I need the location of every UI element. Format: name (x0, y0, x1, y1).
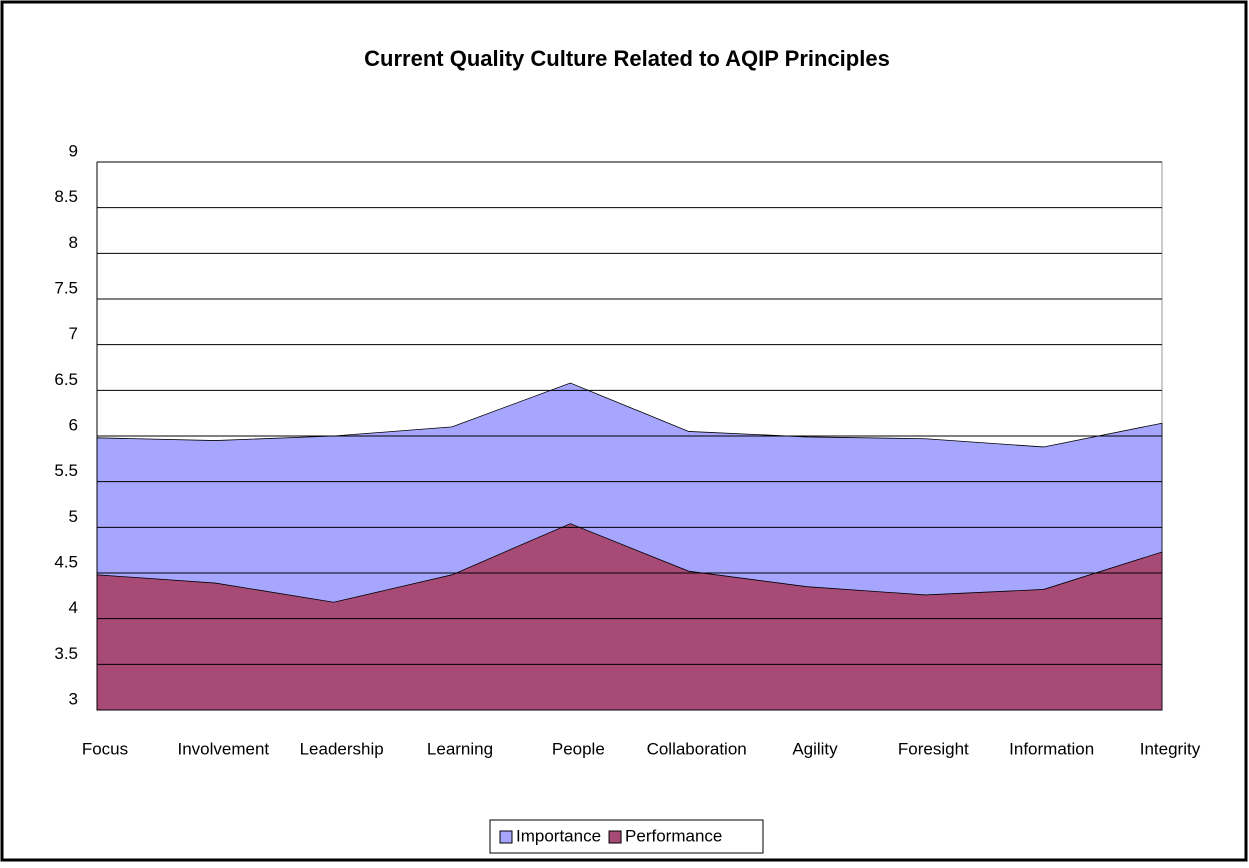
y-tick-label: 7 (69, 324, 78, 343)
y-tick-label: 8.5 (54, 187, 78, 206)
x-tick-label: Learning (427, 739, 493, 758)
x-tick-label: Involvement (177, 739, 269, 758)
legend-box (489, 819, 764, 854)
x-tick-label: People (552, 739, 605, 758)
y-tick-label: 6 (69, 415, 78, 434)
legend-swatch (608, 830, 622, 844)
y-tick-label: 8 (69, 233, 78, 252)
y-tick-label: 6.5 (54, 370, 78, 389)
x-tick-label: Foresight (898, 739, 969, 758)
y-tick-label: 9 (69, 141, 78, 160)
chart-title: Current Quality Culture Related to AQIP … (364, 46, 890, 71)
x-tick-label: Information (1009, 739, 1094, 758)
y-tick-label: 7.5 (54, 278, 78, 297)
y-tick-label: 5 (69, 507, 78, 526)
x-tick-label: Integrity (1140, 739, 1201, 758)
legend-swatch (499, 830, 513, 844)
y-tick-label: 4.5 (54, 552, 78, 571)
x-tick-label: Agility (792, 739, 838, 758)
y-tick-label: 3.5 (54, 644, 78, 663)
x-tick-label: Focus (82, 739, 128, 758)
y-tick-label: 4 (69, 598, 78, 617)
x-tick-label: Collaboration (647, 739, 747, 758)
y-tick-label: 3 (69, 689, 78, 708)
x-tick-label: Leadership (300, 739, 384, 758)
area (96, 523, 1163, 711)
y-tick-label: 5.5 (54, 461, 78, 480)
legend-label: Performance (625, 826, 722, 845)
legend-label: Importance (516, 826, 601, 845)
